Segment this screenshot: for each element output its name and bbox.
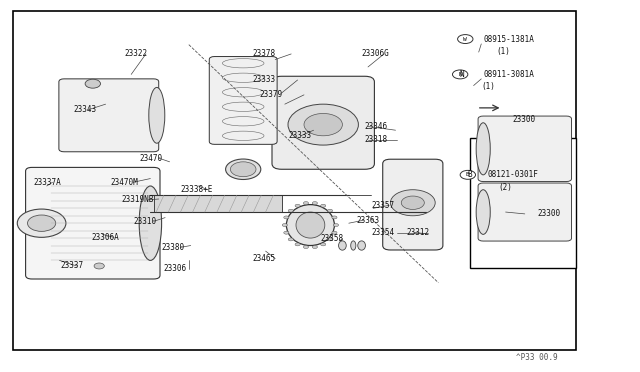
Text: 23465: 23465 <box>253 254 276 263</box>
Text: 23354: 23354 <box>371 228 394 237</box>
Text: 23300: 23300 <box>512 115 535 124</box>
Circle shape <box>458 35 473 44</box>
Text: 23306G: 23306G <box>362 49 389 58</box>
Text: W: W <box>463 36 467 42</box>
Ellipse shape <box>312 202 317 205</box>
Text: B: B <box>466 172 470 177</box>
Text: 23312: 23312 <box>406 228 429 237</box>
Text: 23379: 23379 <box>259 90 282 99</box>
Text: 23357: 23357 <box>371 201 394 210</box>
Text: 23380: 23380 <box>161 243 184 252</box>
Circle shape <box>390 190 435 216</box>
Text: 23306A: 23306A <box>92 233 119 242</box>
FancyBboxPatch shape <box>59 79 159 152</box>
Text: N: N <box>460 70 464 79</box>
Ellipse shape <box>333 224 339 227</box>
Text: 23333: 23333 <box>253 76 276 84</box>
Text: 23322: 23322 <box>125 49 148 58</box>
Ellipse shape <box>339 241 346 250</box>
Ellipse shape <box>303 246 308 248</box>
Circle shape <box>304 113 342 136</box>
Text: 08915-1381A: 08915-1381A <box>483 35 534 44</box>
Text: 23338+E: 23338+E <box>180 185 213 194</box>
Bar <box>13 11 576 350</box>
FancyBboxPatch shape <box>383 159 443 250</box>
Text: 23310: 23310 <box>133 217 156 226</box>
Text: 23300: 23300 <box>538 209 561 218</box>
Ellipse shape <box>284 231 289 234</box>
Ellipse shape <box>476 190 490 234</box>
Circle shape <box>28 215 56 231</box>
Ellipse shape <box>328 209 333 212</box>
Text: 23333: 23333 <box>288 131 311 140</box>
Ellipse shape <box>149 87 165 143</box>
Ellipse shape <box>321 204 326 207</box>
Text: 23343: 23343 <box>74 105 97 114</box>
Text: ^P33 00.9: ^P33 00.9 <box>516 353 558 362</box>
Text: (2): (2) <box>498 183 512 192</box>
Ellipse shape <box>288 238 293 241</box>
Circle shape <box>401 196 424 209</box>
Text: (1): (1) <box>481 82 495 91</box>
Ellipse shape <box>288 209 293 212</box>
Ellipse shape <box>295 204 300 207</box>
Ellipse shape <box>284 216 289 219</box>
FancyBboxPatch shape <box>478 183 572 241</box>
FancyBboxPatch shape <box>26 167 160 279</box>
Text: 08911-3081A: 08911-3081A <box>483 70 534 79</box>
Circle shape <box>230 162 256 177</box>
Ellipse shape <box>287 205 334 246</box>
Text: 23346: 23346 <box>365 122 388 131</box>
FancyBboxPatch shape <box>209 57 277 144</box>
Ellipse shape <box>140 186 161 260</box>
Text: 23306: 23306 <box>163 264 186 273</box>
Ellipse shape <box>303 202 308 205</box>
Ellipse shape <box>321 243 326 246</box>
Text: B: B <box>467 170 472 179</box>
Text: 23318: 23318 <box>365 135 388 144</box>
Ellipse shape <box>332 216 337 219</box>
Text: 23319NB: 23319NB <box>122 195 154 204</box>
Text: 23363: 23363 <box>356 216 380 225</box>
Circle shape <box>288 104 358 145</box>
Bar <box>470 138 576 268</box>
Text: 23358: 23358 <box>320 234 343 243</box>
Circle shape <box>452 70 468 79</box>
Text: (1): (1) <box>496 47 510 56</box>
Ellipse shape <box>296 212 324 238</box>
FancyBboxPatch shape <box>272 76 374 169</box>
Circle shape <box>94 263 104 269</box>
Ellipse shape <box>226 159 261 179</box>
Ellipse shape <box>295 243 300 246</box>
Text: 08121-0301F: 08121-0301F <box>488 170 538 179</box>
Circle shape <box>85 79 100 88</box>
Ellipse shape <box>358 241 365 250</box>
FancyBboxPatch shape <box>478 116 572 182</box>
Bar <box>154 195 282 212</box>
Text: 23378: 23378 <box>253 49 276 58</box>
Text: 23337A: 23337A <box>33 178 61 187</box>
Ellipse shape <box>328 238 333 241</box>
Circle shape <box>460 170 476 179</box>
Ellipse shape <box>312 246 317 248</box>
Ellipse shape <box>332 231 337 234</box>
Text: 23470: 23470 <box>140 154 163 163</box>
Ellipse shape <box>282 224 287 227</box>
Text: N: N <box>458 72 462 77</box>
Text: 23337: 23337 <box>61 262 84 270</box>
Ellipse shape <box>351 241 356 250</box>
Circle shape <box>17 209 66 237</box>
Text: 23470M: 23470M <box>110 178 138 187</box>
Ellipse shape <box>476 123 490 175</box>
